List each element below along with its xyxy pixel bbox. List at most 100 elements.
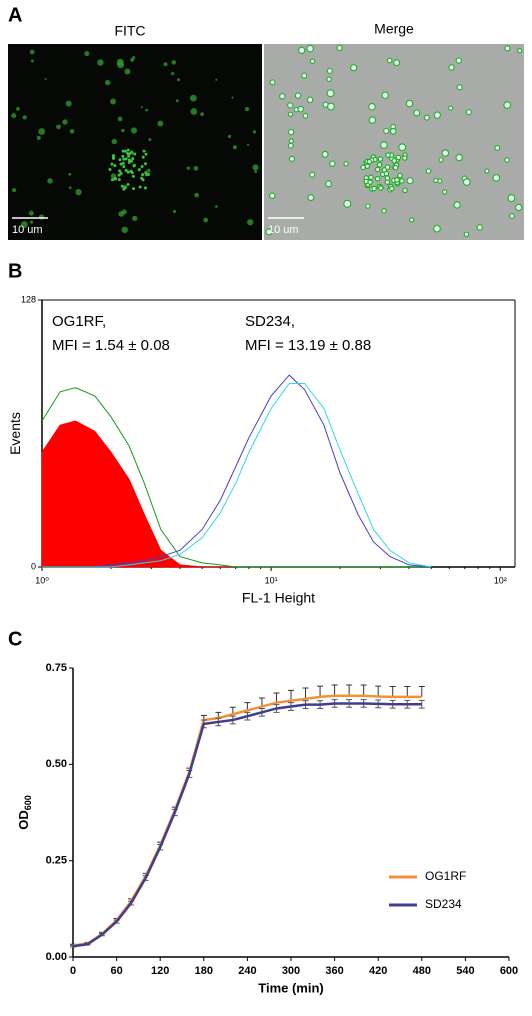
spot	[306, 96, 314, 104]
spot	[465, 108, 473, 116]
spot	[384, 175, 391, 181]
scale-bar-label: 10 um	[12, 224, 43, 236]
spot	[423, 114, 430, 121]
x-tick-label: 360	[325, 965, 343, 977]
spot	[297, 46, 306, 55]
spot	[124, 168, 128, 172]
spot	[140, 106, 143, 109]
spot	[302, 112, 309, 119]
spot	[252, 164, 259, 171]
spot	[456, 84, 463, 91]
spot	[350, 64, 358, 72]
spot	[388, 185, 395, 192]
x-tick-label: 10²	[494, 575, 507, 585]
fitc-image	[8, 44, 262, 240]
spot	[401, 155, 408, 161]
spot	[68, 172, 72, 176]
spot	[20, 221, 28, 228]
spot	[56, 124, 61, 130]
spot	[381, 207, 387, 214]
spot	[141, 155, 145, 159]
spot	[405, 99, 414, 108]
spot	[395, 154, 402, 161]
y-axis-label: OD600	[16, 795, 33, 830]
x-tick-label: 180	[195, 965, 213, 977]
spot	[30, 59, 34, 63]
error-bar	[331, 684, 338, 696]
spot	[121, 154, 125, 158]
spot	[144, 162, 148, 166]
spot	[146, 172, 150, 176]
spot	[177, 78, 181, 82]
spot	[200, 112, 204, 116]
y-axis-label-sub: 600	[23, 795, 33, 810]
spot	[398, 143, 407, 152]
legend-label: OG1RF	[425, 869, 466, 883]
spot	[113, 176, 117, 180]
spot	[214, 205, 218, 208]
y-tick-label: 128	[21, 294, 36, 304]
spot	[123, 185, 127, 189]
spot	[131, 174, 135, 178]
line	[72, 694, 422, 947]
spot	[122, 157, 126, 161]
x-tick-label: 300	[282, 965, 300, 977]
spot	[127, 154, 131, 158]
spot	[441, 189, 448, 195]
spot	[504, 157, 510, 163]
spot	[343, 161, 349, 167]
error-bar	[288, 689, 294, 701]
spot	[397, 172, 403, 179]
error-bar	[346, 684, 353, 696]
spot	[507, 194, 516, 203]
spot	[391, 157, 398, 164]
x-axis-label: FL-1 Height	[242, 590, 315, 606]
spot	[297, 105, 305, 113]
spot	[119, 171, 123, 175]
spot	[409, 217, 415, 223]
spot	[288, 138, 294, 144]
spot	[462, 178, 471, 186]
x-tick-label: 240	[238, 965, 256, 977]
spot	[231, 96, 234, 99]
spot	[393, 59, 401, 67]
line	[72, 702, 422, 948]
spot	[65, 100, 72, 107]
spot	[455, 153, 463, 162]
area	[41, 420, 432, 568]
spot	[287, 111, 294, 118]
spot	[394, 177, 400, 183]
x-tick-label: 60	[110, 965, 122, 977]
spot	[144, 152, 148, 156]
spot	[137, 168, 141, 172]
spot	[336, 44, 343, 52]
spot	[75, 188, 82, 196]
cell-spots	[11, 44, 523, 238]
spot	[11, 188, 17, 193]
spot	[22, 115, 27, 120]
spot	[504, 45, 511, 52]
y-tick-label: 0.00	[46, 951, 67, 963]
y-tick-label: 0	[31, 561, 36, 571]
spot	[124, 68, 131, 75]
error-bar	[389, 685, 396, 697]
spot	[128, 152, 132, 156]
spot	[368, 116, 377, 124]
spot	[326, 76, 332, 83]
spot	[386, 57, 393, 64]
error-bar	[360, 684, 367, 696]
x-axis-label: Time (min)	[258, 980, 324, 995]
spot	[492, 173, 501, 182]
spot	[252, 130, 257, 134]
spot	[374, 166, 381, 173]
spot	[309, 58, 316, 65]
spot	[377, 156, 384, 162]
spot	[381, 91, 389, 100]
spot	[84, 51, 90, 57]
error-bar	[375, 685, 382, 697]
image-title: Merge	[374, 21, 414, 37]
spot	[453, 201, 461, 209]
spot	[324, 180, 333, 188]
spot	[171, 72, 175, 76]
